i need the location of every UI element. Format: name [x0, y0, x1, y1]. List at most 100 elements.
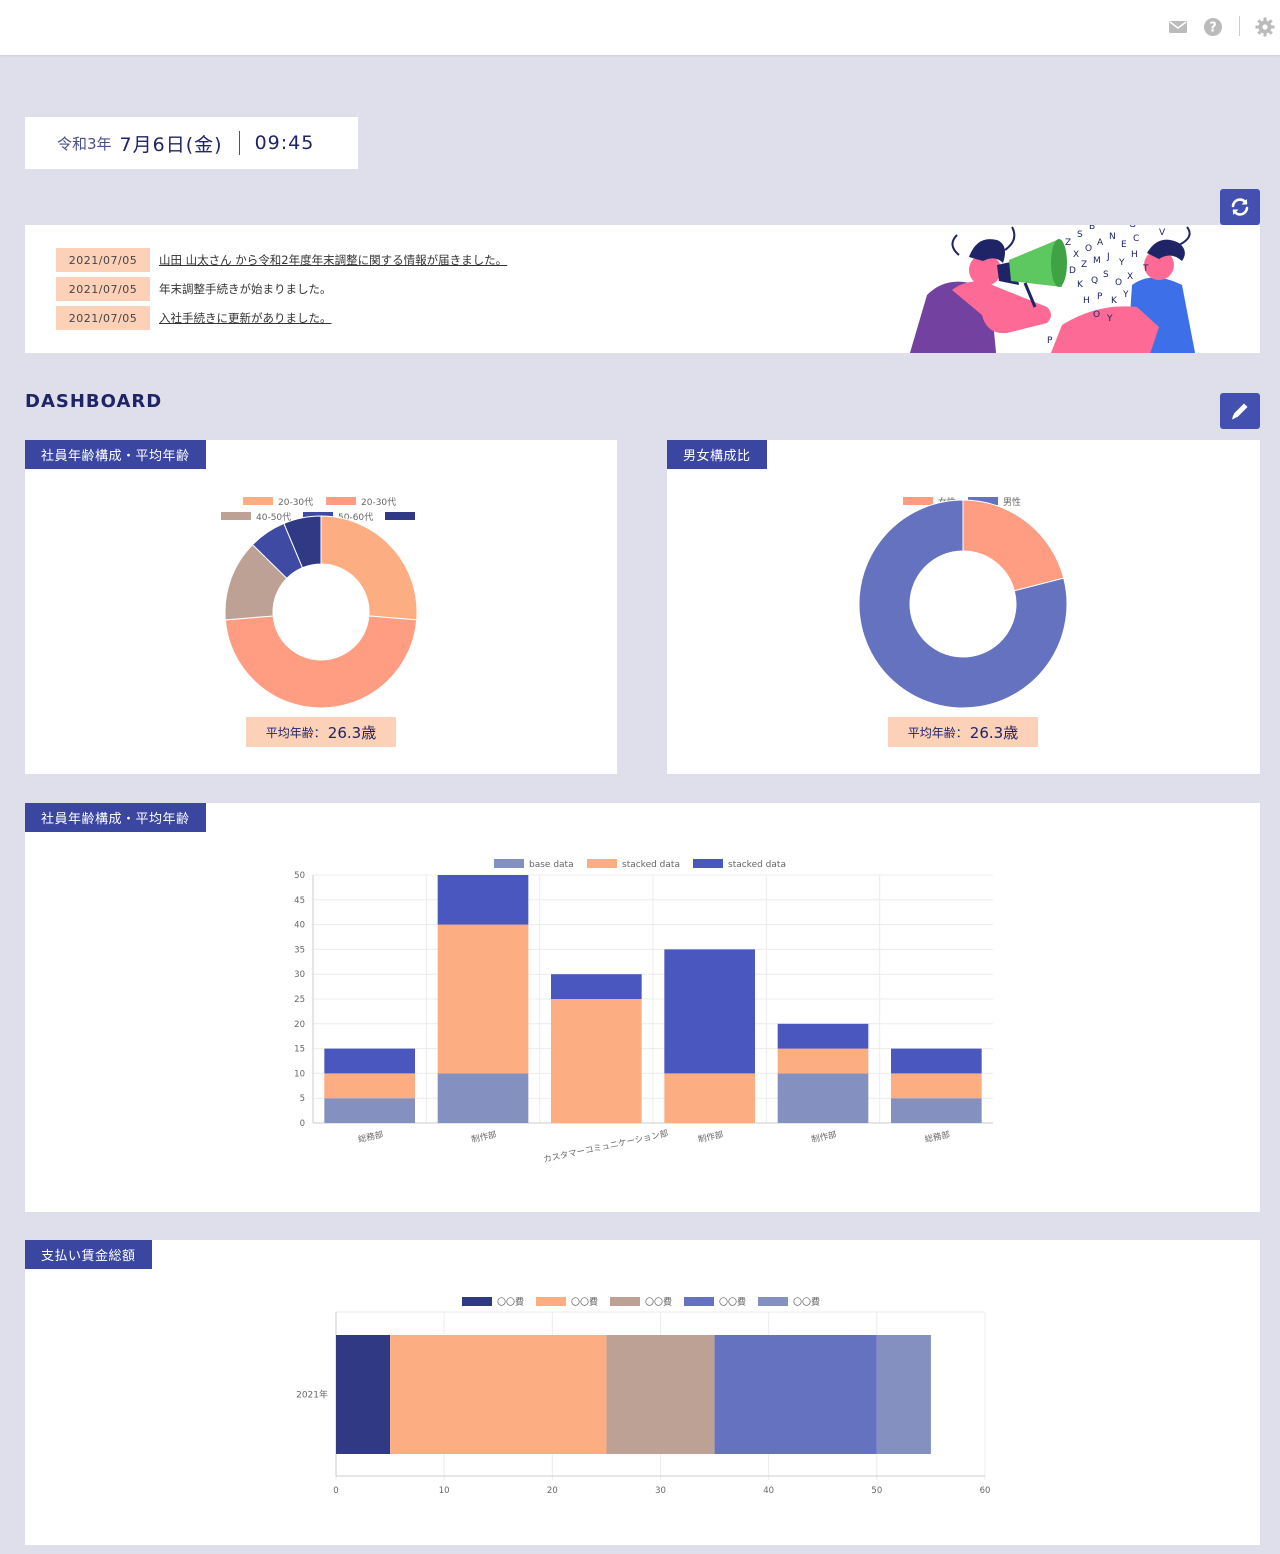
y-tick-label: 30: [294, 970, 305, 980]
legend-swatch: [494, 859, 524, 868]
donut-slice: [320, 515, 418, 621]
average-age-label: 平均年齢：: [907, 725, 968, 740]
svg-text:B: B: [1089, 225, 1095, 232]
average-age-value: 26.3歳: [969, 723, 1019, 742]
svg-text:X: X: [1073, 250, 1079, 260]
legend-label: stacked data: [728, 860, 786, 870]
news-link[interactable]: 山田 山太さん から令和2年度年末調整に関する情報が届きました。: [159, 253, 508, 267]
x-tick-label: 制作部: [470, 1129, 498, 1145]
svg-text:E: E: [1121, 240, 1127, 250]
x-tick-label: 50: [871, 1486, 882, 1496]
card-title: 社員年齢構成・平均年齢: [25, 803, 206, 832]
legend-swatch: [758, 1297, 788, 1306]
bar-segment: [891, 1048, 982, 1074]
y-tick-label: 20: [294, 1020, 305, 1030]
x-tick-label: 20: [547, 1486, 558, 1496]
x-tick-label: 40: [763, 1486, 774, 1496]
age-donut-chart: 20-30代 20-30代 40-50代 50-60代: [221, 497, 418, 709]
donut-slice: [858, 499, 1068, 709]
svg-text:O: O: [1115, 278, 1122, 288]
card-title: 社員年齢構成・平均年齢: [25, 440, 206, 469]
legend-swatch: [243, 497, 273, 505]
news-item: 2021/07/05 山田 山太さん から令和2年度年末調整に関する情報が届きま…: [56, 248, 507, 272]
svg-text:Z: Z: [1065, 238, 1071, 248]
legend-swatch: [385, 512, 415, 520]
y-tick-label: 40: [294, 921, 305, 931]
gender-ratio-card: 男女構成比 女性男性 平均年齢：26.3歳: [667, 440, 1260, 774]
bar-segment: [664, 1073, 755, 1123]
bar-segment: [664, 949, 755, 1074]
news-date: 2021/07/05: [56, 277, 150, 301]
legend-label: 〇〇費: [719, 1296, 746, 1308]
svg-text:S: S: [1103, 270, 1109, 280]
x-tick-label: 総務部: [924, 1129, 952, 1145]
legend-swatch: [587, 859, 617, 868]
legend-swatch: [684, 1297, 714, 1306]
edit-button[interactable]: [1220, 393, 1260, 429]
svg-text:P: P: [1097, 292, 1103, 302]
bar-segment: [437, 875, 529, 925]
bar-segment: [551, 999, 642, 1123]
y-tick-label: 15: [294, 1045, 305, 1055]
legend-label: 40-50代: [256, 512, 291, 523]
help-icon[interactable]: ?: [1203, 17, 1223, 37]
y-tick-label: 45: [294, 896, 305, 906]
gender-donut-chart: 女性男性: [858, 496, 1068, 709]
news-item: 2021/07/05 年末調整手続きが始まりました。: [56, 277, 332, 301]
legend-label: 〇〇費: [645, 1296, 672, 1308]
current-datetime: 令和3年 7月6日(金) 09:45: [25, 117, 358, 169]
x-tick-label: 30: [655, 1486, 666, 1496]
legend-swatch: [903, 497, 933, 505]
pencil-icon: [1232, 403, 1248, 420]
news-link[interactable]: 入社手続きに更新がありました。: [159, 311, 332, 325]
svg-text:?: ?: [1209, 21, 1217, 36]
legend-swatch: [968, 497, 998, 505]
refresh-icon: [1231, 198, 1249, 216]
average-age-badge: 平均年齢： 26.3歳: [888, 717, 1038, 747]
news-text: 年末調整手続きが始まりました。: [159, 282, 332, 296]
bar-segment: [324, 1098, 415, 1123]
bar-segment: [336, 1335, 391, 1454]
legend-swatch: [221, 512, 251, 520]
svg-text:Z: Z: [1081, 260, 1087, 270]
card-title: 支払い賃金総額: [25, 1240, 152, 1269]
gear-icon[interactable]: [1255, 17, 1275, 37]
bar-segment: [551, 974, 642, 999]
legend-label: 20-30代: [361, 497, 396, 508]
dashboard-title: DASHBOARD: [25, 391, 163, 412]
legend-label: 50-60代: [338, 512, 373, 523]
bar-segment: [437, 924, 529, 1074]
department-stacked-bar-chart: 0 5 10 15 20 25 30 35 40 45 50 総務部 制作部 カスタマーコミュニケーション…: [294, 859, 993, 1165]
payment-horizontal-bar-chart: 0 10 20 30 40 50 60 2021年 〇〇費 〇〇費 〇〇費 〇〇費 〇〇費: [296, 1296, 990, 1496]
department-age-card: 社員年齢構成・平均年齢 0 5 10 15 20 25 30 35 40 45 50 総務部 制作部 カス…: [25, 803, 1260, 1212]
news-date: 2021/07/05: [56, 248, 150, 272]
svg-text:C: C: [1133, 234, 1139, 244]
average-age-badge: 平均年齢： 26.3歳: [246, 717, 396, 747]
mail-icon[interactable]: [1168, 17, 1188, 37]
refresh-button[interactable]: [1220, 189, 1260, 225]
svg-text:O: O: [1093, 310, 1100, 320]
x-tick-label: カスタマーコミュニケーション部: [542, 1128, 669, 1165]
svg-text:T: T: [1142, 264, 1149, 274]
y-tick-label: 35: [294, 945, 305, 955]
legend-label: 〇〇費: [793, 1296, 820, 1308]
legend-label: base data: [529, 860, 574, 870]
x-tick-label: 0: [333, 1486, 338, 1496]
svg-text:V: V: [1159, 228, 1166, 238]
svg-text:X: X: [1127, 272, 1133, 282]
top-bar: ?: [0, 0, 1280, 55]
svg-text:S: S: [1077, 230, 1083, 240]
svg-text:G: G: [1129, 225, 1136, 230]
news-panel: 2021/07/05 山田 山太さん から令和2年度年末調整に関する情報が届きま…: [25, 225, 1260, 353]
donut-slice: [224, 615, 418, 709]
svg-text:Q: Q: [1091, 276, 1098, 286]
legend-label: 〇〇費: [571, 1296, 598, 1308]
svg-text:Y: Y: [1106, 314, 1113, 324]
svg-text:J: J: [1106, 252, 1110, 262]
payment-total-card: 支払い賃金総額 0 10 20 30 40 50 60 2021年 〇〇費 〇〇費 〇〇費 〇〇費 〇〇…: [25, 1240, 1260, 1545]
legend-swatch: [610, 1297, 640, 1306]
legend-swatch: [462, 1297, 492, 1306]
y-tick-label: 25: [294, 995, 305, 1005]
legend-label: stacked data: [622, 860, 680, 870]
